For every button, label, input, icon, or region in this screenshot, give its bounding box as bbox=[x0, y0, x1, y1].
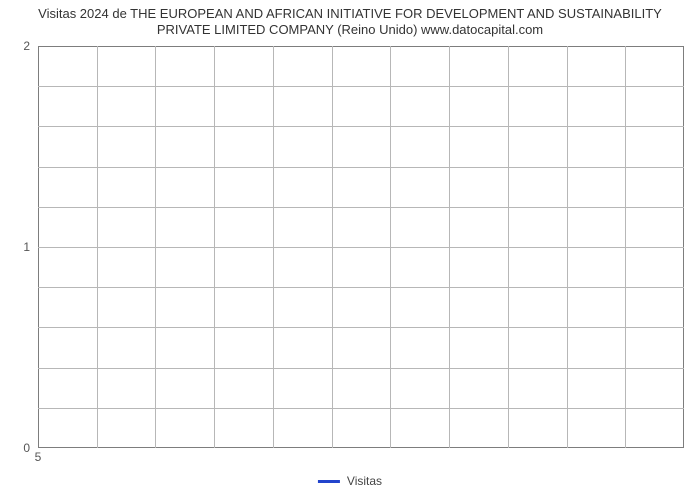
legend-swatch bbox=[318, 480, 340, 483]
grid-line-vertical bbox=[273, 46, 274, 448]
grid-line-vertical bbox=[214, 46, 215, 448]
grid-line-horizontal bbox=[38, 368, 684, 369]
y-axis-tick-label: 2 bbox=[23, 39, 38, 53]
grid-line-vertical bbox=[155, 46, 156, 448]
y-axis-tick-label: 1 bbox=[23, 240, 38, 254]
grid-line-vertical bbox=[567, 46, 568, 448]
grid-line-horizontal bbox=[38, 408, 684, 409]
legend-label: Visitas bbox=[347, 474, 382, 488]
grid-line-vertical bbox=[332, 46, 333, 448]
chart-container: Visitas 2024 de THE EUROPEAN AND AFRICAN… bbox=[0, 0, 700, 500]
grid-line-horizontal bbox=[38, 126, 684, 127]
grid-line-horizontal bbox=[38, 86, 684, 87]
grid-line-horizontal bbox=[38, 327, 684, 328]
chart-title: Visitas 2024 de THE EUROPEAN AND AFRICAN… bbox=[0, 0, 700, 39]
grid-line-vertical bbox=[97, 46, 98, 448]
grid-line-vertical bbox=[508, 46, 509, 448]
chart-title-line1: Visitas 2024 de THE EUROPEAN AND AFRICAN… bbox=[0, 6, 700, 22]
grid-line-horizontal bbox=[38, 207, 684, 208]
grid-line-vertical bbox=[449, 46, 450, 448]
chart-title-line2: PRIVATE LIMITED COMPANY (Reino Unido) ww… bbox=[0, 22, 700, 38]
grid-line-horizontal bbox=[38, 287, 684, 288]
grid-line-horizontal bbox=[38, 167, 684, 168]
grid-line-horizontal bbox=[38, 247, 684, 248]
grid-line-vertical bbox=[625, 46, 626, 448]
grid-line-vertical bbox=[390, 46, 391, 448]
x-axis-tick-label: 5 bbox=[35, 448, 42, 464]
plot-area: 0125 bbox=[38, 46, 684, 448]
legend: Visitas bbox=[318, 474, 382, 488]
